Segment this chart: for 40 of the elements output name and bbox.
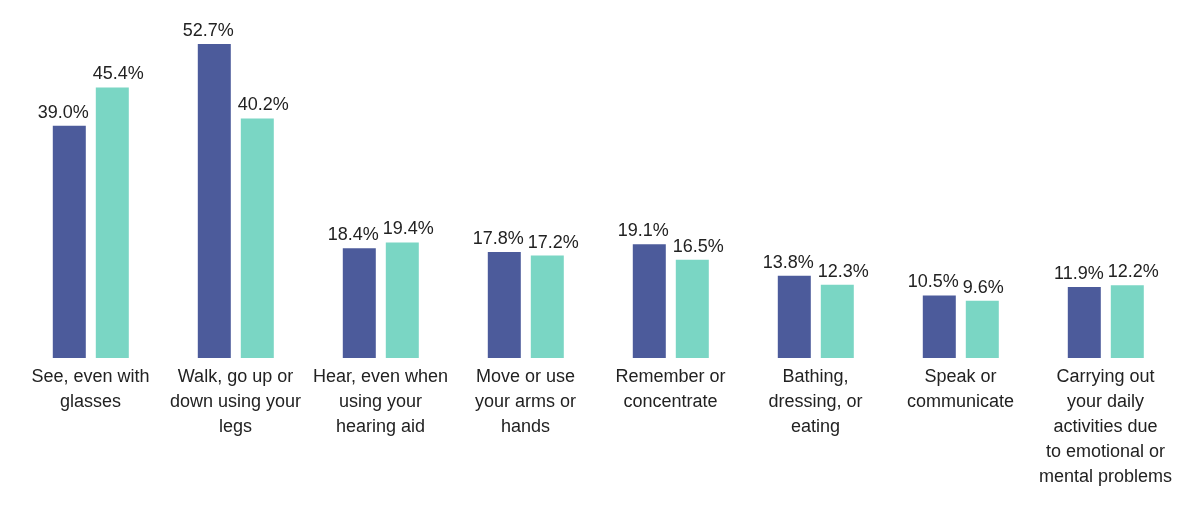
bar	[922, 295, 956, 358]
bar	[385, 242, 419, 358]
bar	[95, 87, 129, 358]
bar	[1110, 285, 1144, 358]
x-tick-label: Hear, even when using your hearing aid	[312, 366, 449, 436]
bar	[777, 275, 811, 358]
x-tick-label: Walk, go up or down using your legs	[169, 366, 302, 436]
bar	[530, 255, 564, 358]
bar	[820, 284, 854, 358]
data-label: 12.2%	[1107, 261, 1159, 282]
x-tick-label: Remember or concentrate	[615, 366, 726, 411]
x-tick-label: Speak or communicate	[906, 366, 1015, 411]
bar	[240, 118, 274, 358]
data-label: 39.0%	[37, 101, 89, 122]
data-label: 13.8%	[762, 251, 814, 272]
x-tick-label: Carrying out your daily activities due to emotional or mental problems	[1038, 366, 1173, 486]
bar	[675, 259, 709, 358]
bar	[197, 44, 231, 358]
data-label: 18.4%	[327, 224, 379, 245]
data-label: 19.4%	[382, 218, 434, 239]
data-label: 10.5%	[907, 271, 959, 292]
data-label: 9.6%	[962, 276, 1004, 297]
data-label: 17.2%	[527, 231, 579, 252]
data-label: 16.5%	[672, 235, 724, 256]
data-label: 40.2%	[237, 94, 289, 115]
bar	[342, 248, 376, 358]
x-tick-label: Move or use your arms or hands	[474, 366, 577, 436]
bar	[632, 244, 666, 358]
bar	[487, 251, 521, 358]
bar	[965, 300, 999, 358]
bar	[52, 125, 86, 358]
data-label: 19.1%	[617, 220, 669, 241]
data-label: 52.7%	[182, 20, 234, 40]
x-tick-label: Bathing, dressing, or eating	[768, 366, 863, 436]
bar	[1067, 287, 1101, 358]
data-label: 17.8%	[472, 227, 524, 248]
data-label: 12.3%	[817, 260, 869, 281]
data-label: 45.4%	[92, 63, 144, 84]
x-tick-label: See, even with glasses	[31, 366, 150, 411]
data-label: 11.9%	[1054, 263, 1104, 284]
